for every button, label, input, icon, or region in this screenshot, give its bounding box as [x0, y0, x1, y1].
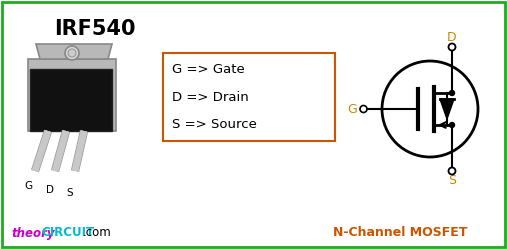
Text: D => Drain: D => Drain [172, 90, 249, 104]
Text: .com: .com [83, 227, 112, 240]
Circle shape [68, 49, 76, 57]
Text: S: S [448, 175, 456, 187]
Text: D: D [447, 30, 457, 44]
Circle shape [450, 90, 454, 96]
Circle shape [360, 106, 367, 113]
FancyBboxPatch shape [28, 59, 116, 131]
Text: G => Gate: G => Gate [172, 62, 245, 75]
Text: N-Channel MOSFET: N-Channel MOSFET [333, 227, 467, 240]
Bar [30, 69, 112, 131]
Text: G: G [347, 103, 357, 116]
Bar [163, 53, 335, 141]
Circle shape [449, 44, 455, 51]
Circle shape [450, 123, 454, 127]
Text: D: D [46, 185, 54, 195]
Circle shape [382, 61, 478, 157]
Polygon shape [440, 99, 454, 119]
Text: S: S [67, 188, 74, 198]
Text: G: G [24, 181, 32, 191]
Polygon shape [36, 44, 112, 59]
Circle shape [65, 46, 79, 60]
Circle shape [449, 168, 455, 175]
Text: IRF540: IRF540 [54, 19, 136, 39]
Text: CIRCUIT: CIRCUIT [41, 227, 94, 240]
Text: S => Source: S => Source [172, 119, 257, 131]
Text: theory: theory [12, 227, 55, 240]
